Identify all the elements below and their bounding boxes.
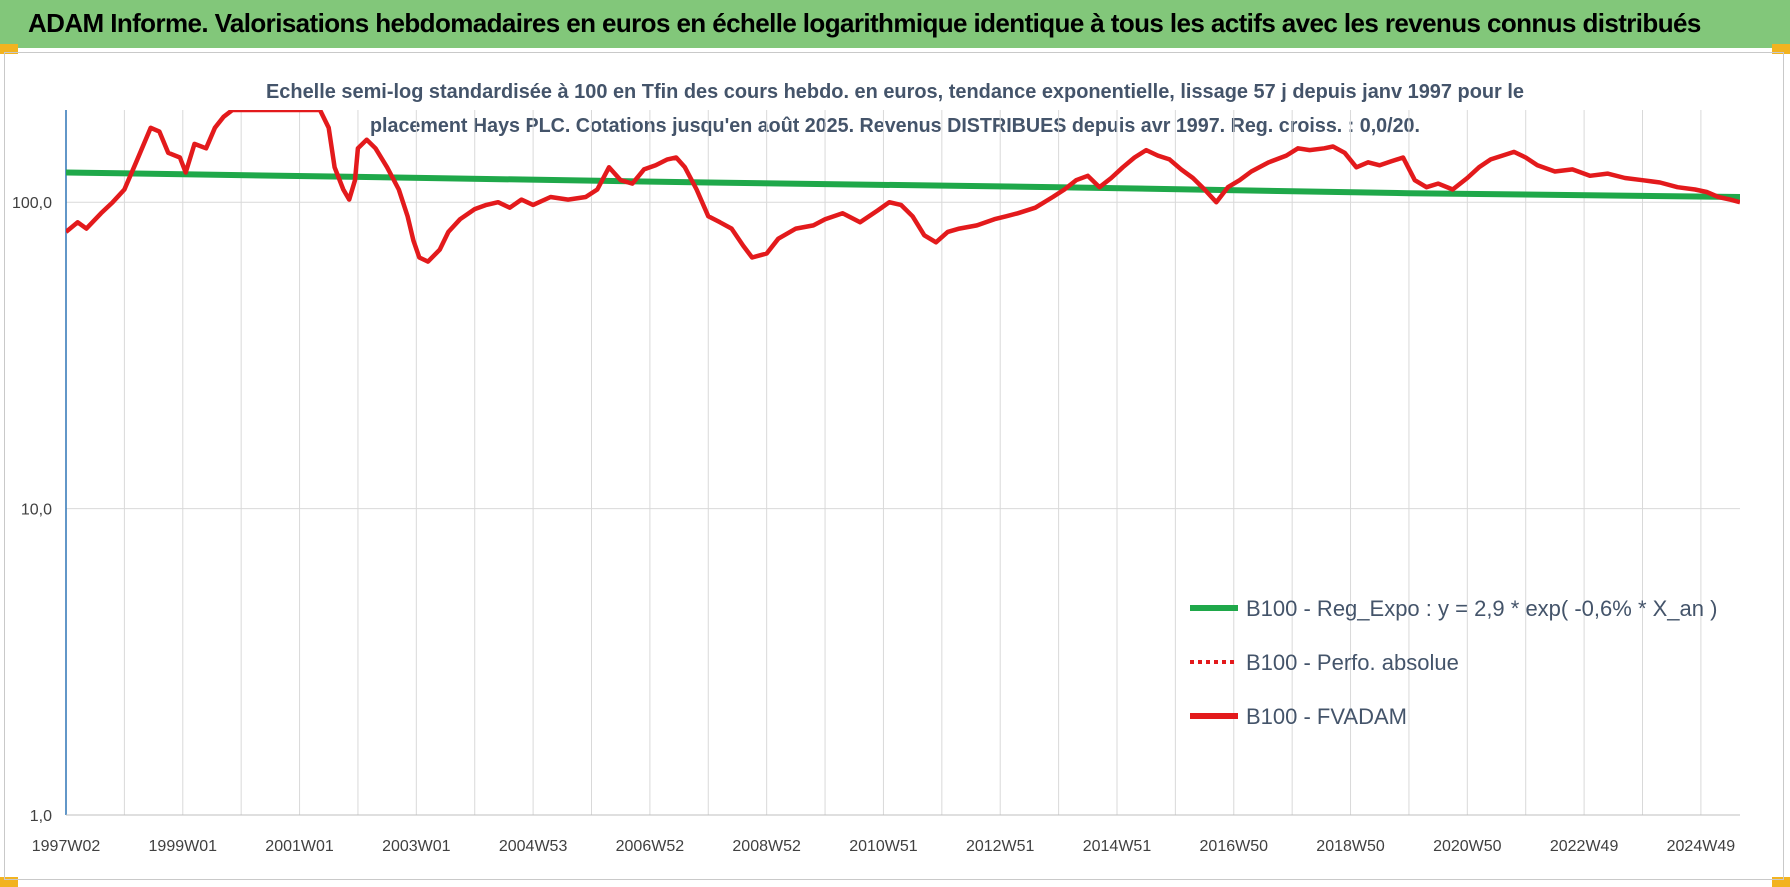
x-tick-label: 2020W50 [1433, 838, 1502, 855]
report-banner: ADAM Informe. Valorisations hebdomadaire… [0, 0, 1790, 48]
x-tick-label: 2008W52 [732, 838, 801, 855]
corner-marker-bottom-left [0, 877, 18, 887]
report-title: ADAM Informe. Valorisations hebdomadaire… [28, 8, 1701, 38]
x-tick-label: 2024W49 [1667, 838, 1736, 855]
chart-frame [4, 52, 1784, 880]
y-tick-label: 1,0 [30, 808, 52, 825]
y-tick-label: 100,0 [12, 195, 52, 212]
x-tick-label: 2014W51 [1083, 838, 1152, 855]
x-tick-label: 1999W01 [149, 838, 218, 855]
series-line-2 [66, 110, 1740, 264]
x-tick-label: 2010W51 [849, 838, 918, 855]
series-line-0 [66, 169, 1740, 200]
y-tick-label: 10,0 [21, 502, 52, 519]
x-tick-label: 2022W49 [1550, 838, 1619, 855]
legend-label: B100 - Reg_Expo : y = 2,9 * exp( -0,6% *… [1246, 596, 1717, 621]
corner-marker-bottom-right [1772, 877, 1790, 887]
x-tick-label: 2018W50 [1316, 838, 1385, 855]
legend-label: B100 - FVADAM [1246, 704, 1407, 729]
chart-title-line: Echelle semi-log standardisée à 100 en T… [266, 81, 1524, 103]
x-tick-label: 2016W50 [1200, 838, 1269, 855]
x-tick-label: 2006W52 [616, 838, 685, 855]
x-tick-label: 1997W02 [32, 838, 101, 855]
chart-title-line: placement Hays PLC. Cotations jusqu'en a… [370, 115, 1420, 137]
legend-label: B100 - Perfo. absolue [1246, 650, 1459, 675]
corner-marker-left [0, 44, 18, 54]
x-tick-label: 2012W51 [966, 838, 1035, 855]
corner-marker-right [1772, 44, 1790, 54]
x-tick-label: 2003W01 [382, 838, 451, 855]
x-tick-label: 2004W53 [499, 838, 568, 855]
x-tick-label: 2001W01 [265, 838, 334, 855]
